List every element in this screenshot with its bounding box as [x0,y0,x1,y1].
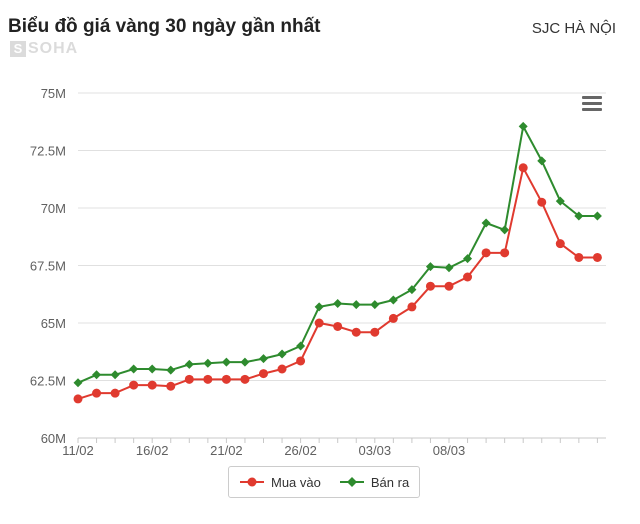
data-point-buy[interactable] [518,163,528,173]
data-point-buy[interactable] [147,380,157,390]
data-point-sell[interactable] [500,225,510,235]
y-tick-label: 65M [41,316,66,331]
data-point-buy[interactable] [314,318,324,328]
series-layer [73,121,602,404]
data-point-sell[interactable] [147,364,157,374]
data-point-buy[interactable] [333,321,343,331]
data-point-buy[interactable] [184,374,194,384]
data-point-sell[interactable] [221,357,231,367]
data-point-buy[interactable] [463,272,473,282]
legend-buy-label: Mua vào [271,474,321,490]
legend-sell-label: Bán ra [370,474,410,490]
data-point-sell[interactable] [184,359,194,369]
data-point-sell[interactable] [277,349,287,359]
data-point-sell[interactable] [592,211,602,221]
data-point-buy[interactable] [73,394,83,404]
data-point-buy[interactable] [555,239,565,249]
data-point-sell[interactable] [240,357,250,367]
series-line-buy [77,166,598,400]
data-point-sell[interactable] [259,354,268,364]
data-point-buy[interactable] [592,252,602,262]
data-point-sell[interactable] [481,218,491,228]
data-point-buy[interactable] [110,388,120,398]
source-label: SJC HÀ NỘI [531,20,616,37]
data-point-sell[interactable] [351,300,361,310]
y-tick-label: 62.5M [30,374,66,389]
data-point-buy[interactable] [129,380,139,390]
legend-sell-marker-icon [339,477,364,487]
data-point-buy[interactable] [500,248,510,258]
data-point-buy[interactable] [388,313,398,323]
data-point-buy[interactable] [221,374,231,384]
legend: Mua vào Bán ra [228,466,421,498]
data-point-buy[interactable] [370,327,380,337]
data-point-buy[interactable] [407,302,417,312]
data-point-sell[interactable] [73,378,83,388]
y-tick-label: 72.5M [30,144,66,159]
y-tick-label: 75M [41,86,66,101]
hamburger-menu-icon[interactable] [582,96,602,112]
data-point-sell[interactable] [203,358,213,368]
data-point-sell[interactable] [444,263,454,273]
x-axis: 11/02 16/02 21/02 26/02 03/03 08/03 [62,438,598,458]
x-tick-label: 08/03 [433,443,466,458]
data-point-sell[interactable] [166,365,176,375]
data-point-sell[interactable] [537,156,547,166]
data-point-buy[interactable] [277,364,287,374]
x-tick-label: 26/02 [284,443,317,458]
data-point-buy[interactable] [444,281,454,291]
data-point-buy[interactable] [240,374,250,384]
data-point-buy[interactable] [574,252,584,262]
y-tick-label: 67.5M [30,259,66,274]
data-point-sell[interactable] [314,302,324,312]
data-point-sell[interactable] [92,370,102,380]
legend-item-sell[interactable]: Bán ra [339,475,409,490]
data-point-buy[interactable] [259,369,268,379]
data-point-sell[interactable] [296,341,306,351]
y-axis: 60M 62.5M 65M 67.5M 70M 72.5M 75M [30,86,66,446]
data-point-sell[interactable] [425,262,435,272]
chart-title: Biểu đồ giá vàng 30 ngày gần nhất [8,16,321,37]
data-point-sell[interactable] [574,211,584,221]
legend-buy-marker-icon [240,477,264,487]
y-tick-label: 70M [41,201,66,216]
data-point-buy[interactable] [351,327,361,337]
data-point-buy[interactable] [296,356,306,366]
soha-watermark: S SOHA [10,40,78,58]
data-point-buy[interactable] [425,281,435,291]
data-point-buy[interactable] [92,388,102,398]
data-point-sell[interactable] [407,285,417,295]
x-tick-label: 16/02 [136,443,169,458]
x-tick-label: 11/02 [62,443,94,458]
data-point-buy[interactable] [203,374,213,384]
data-point-sell[interactable] [129,364,139,374]
soha-logo-text: SOHA [28,40,79,57]
data-point-buy[interactable] [537,197,547,207]
data-point-sell[interactable] [110,370,120,380]
x-tick-label: 21/02 [210,443,243,458]
y-tick-label: 60M [41,431,66,446]
data-point-buy[interactable] [481,248,491,258]
data-point-buy[interactable] [166,381,176,391]
x-tick-label: 03/03 [359,443,392,458]
legend-item-buy[interactable]: Mua vào [239,475,321,490]
data-point-sell[interactable] [333,298,343,308]
data-point-sell[interactable] [370,300,380,310]
soha-logo-icon: S [10,41,26,57]
data-point-sell[interactable] [555,196,565,206]
data-point-sell[interactable] [463,254,473,264]
data-point-sell[interactable] [388,295,398,305]
series-line-sell [77,125,598,384]
data-point-sell[interactable] [518,121,528,131]
